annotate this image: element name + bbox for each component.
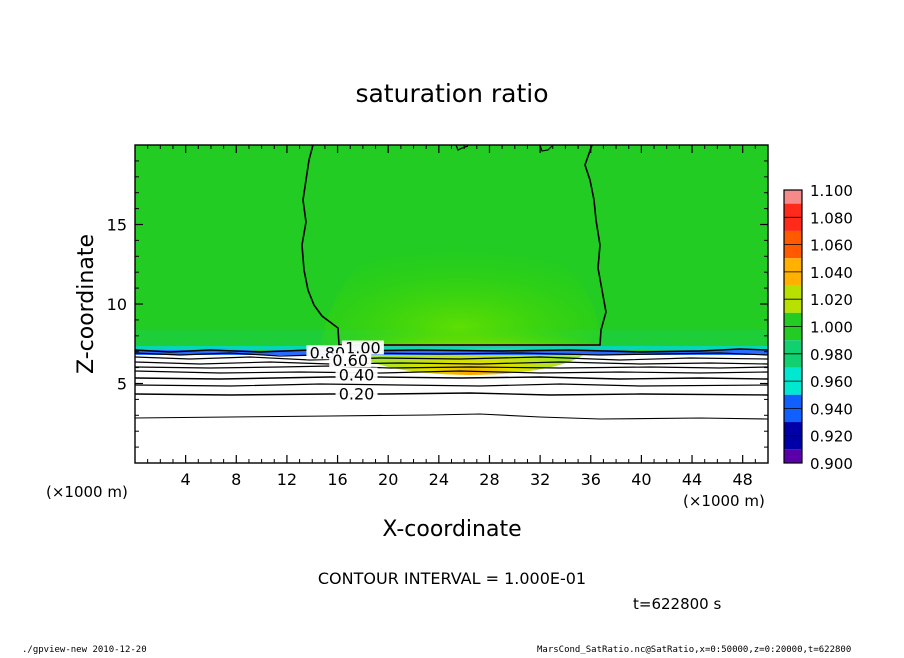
x-tick-label: 8 — [231, 470, 241, 489]
contour-edge-2 — [135, 352, 768, 357]
colorbar-swatch — [784, 190, 802, 204]
x-tick-label: 28 — [479, 470, 499, 489]
x-axis-ticks: 4 8 12 16 20 24 28 32 36 40 44 48 — [147, 145, 756, 489]
colorbar-swatch — [784, 449, 802, 463]
x-tick-label: 36 — [581, 470, 601, 489]
contour-label-box — [335, 386, 378, 401]
contour-0.40 — [135, 376, 768, 380]
colorbar-swatch — [784, 312, 802, 327]
y-axis-ticks: 5 10 15 — [107, 160, 768, 448]
x-tick-label: 4 — [181, 470, 191, 489]
footer-left: ./gpview-new 2010-12-20 — [22, 645, 147, 654]
footer-right: MarsCond_SatRatio.nc@SatRatio,x=0:50000,… — [537, 645, 851, 654]
colorbar-swatch — [784, 326, 802, 341]
contour-label: 0.40 — [339, 366, 375, 385]
contour-top-fragment — [539, 145, 553, 152]
colorbar-swatch — [784, 353, 802, 368]
chart-title: saturation ratio — [355, 79, 548, 108]
contour-label: 1.00 — [345, 339, 381, 358]
contour-label-box — [335, 367, 378, 382]
x-tick-label: 20 — [378, 470, 398, 489]
supersaturated-core — [320, 229, 600, 345]
transition-band-cyan — [135, 346, 768, 350]
contour-0.70 — [135, 361, 768, 365]
colorbar: 1.100 1.080 1.060 1.040 1.020 1.000 0.980 0.960… — [783, 182, 853, 473]
x-tick-label: 44 — [682, 470, 702, 489]
contour-interval: CONTOUR INTERVAL = 1.000E-01 — [318, 569, 586, 588]
x-unit-left: (×1000 m) — [46, 483, 128, 501]
x-tick-label: 32 — [530, 470, 550, 489]
contour-labels: 1.000.800.600.400.20 — [306, 339, 384, 404]
contour-top-fragment — [455, 145, 469, 151]
contour-label: 0.60 — [332, 351, 368, 370]
contour-0.60 — [135, 365, 768, 369]
y-tick-label: 15 — [107, 216, 127, 235]
x-axis-label: X-coordinate — [382, 517, 521, 542]
colorbar-label: 0.920 — [810, 428, 853, 446]
colorbar-label: 0.960 — [810, 373, 853, 391]
colorbar-swatch — [784, 299, 802, 313]
contour-0.10 — [135, 413, 768, 420]
contour-edge-3 — [135, 356, 768, 361]
contour-0.20 — [135, 392, 768, 396]
contour-label-box — [341, 340, 384, 355]
contour-cloud-boundary — [301, 145, 607, 346]
contour-label-box — [329, 353, 372, 368]
colorbar-swatch — [784, 422, 802, 436]
colorbar-swatch — [784, 367, 802, 382]
x-tick-label: 24 — [429, 470, 449, 489]
colorbar-label: 0.940 — [810, 400, 853, 418]
colorbar-swatch — [784, 340, 802, 354]
colorbar-swatch — [784, 381, 802, 395]
colorbar-label: 0.900 — [810, 455, 853, 473]
colorbar-swatch — [784, 244, 802, 259]
colorbar-swatch — [784, 271, 802, 286]
colorbar-label: 1.020 — [810, 291, 853, 309]
colorbar-label: 1.080 — [810, 209, 853, 227]
colorbar-label: 1.100 — [810, 182, 853, 200]
x-tick-label: 12 — [277, 470, 297, 489]
colorbar-swatch — [784, 394, 802, 409]
colorbar-label: 0.980 — [810, 346, 853, 364]
colorbar-swatch — [784, 258, 802, 272]
contour-0.50 — [135, 370, 768, 374]
x-tick-label: 48 — [733, 470, 753, 489]
plot-area — [135, 145, 768, 463]
contour-0.30 — [135, 383, 768, 387]
colorbar-swatch — [784, 230, 802, 245]
colorbar-swatch — [784, 285, 802, 300]
y-tick-label: 5 — [117, 375, 127, 394]
colorbar-swatch — [784, 408, 802, 423]
x-tick-label: 16 — [327, 470, 347, 489]
contour-label: 0.20 — [339, 385, 375, 404]
colorbar-swatch — [784, 435, 802, 450]
colorbar-label: 1.060 — [810, 237, 853, 255]
y-tick-label: 10 — [107, 295, 127, 314]
contour-edge-1 — [135, 348, 768, 353]
time-label: t=622800 s — [633, 595, 721, 613]
colorbar-label: 1.040 — [810, 264, 853, 282]
y-axis-label: Z-coordinate — [74, 234, 99, 374]
colorbar-label: 1.000 — [810, 319, 853, 337]
x-unit-right: (×1000 m) — [683, 492, 765, 510]
colorbar-swatch — [784, 203, 802, 218]
colorbar-swatch — [784, 217, 802, 231]
x-tick-label: 40 — [631, 470, 651, 489]
